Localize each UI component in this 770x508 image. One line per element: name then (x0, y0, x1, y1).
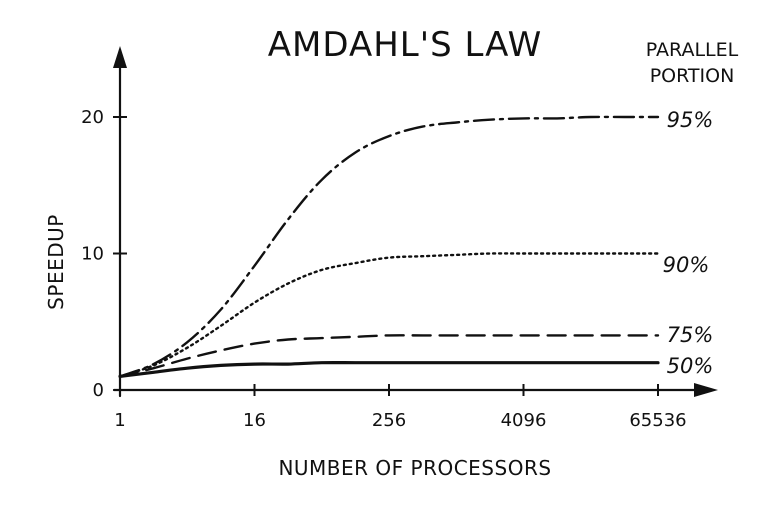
y-axis-arrow (113, 46, 127, 68)
series-line-1 (118, 252, 660, 378)
x-axis-label: NUMBER OF PROCESSORS (278, 456, 551, 480)
y-tick-label-0: 0 (93, 380, 104, 401)
legend-title-line-1: PARALLEL (646, 39, 739, 61)
x-tick-label-4: 65536 (629, 410, 686, 431)
x-tick-label-1: 16 (243, 410, 266, 431)
x-tick-label-0: 1 (114, 410, 125, 431)
legend-title-line-2: PORTION (650, 65, 735, 87)
x-tick-label-2: 256 (372, 410, 406, 431)
x-axis-arrow (694, 383, 718, 397)
y-tick-label-2: 20 (81, 107, 104, 128)
ticks: 1 16 256 4096 65536 0 10 20 (81, 107, 687, 431)
x-tick-label-3: 4096 (501, 410, 547, 431)
series-line-2 (118, 334, 660, 378)
y-axis-label: SPEEDUP (44, 214, 68, 310)
series-lines (118, 115, 660, 378)
series-label-3: 50% (667, 354, 714, 378)
y-tick-label-1: 10 (81, 244, 104, 265)
series-label-2: 75% (667, 323, 714, 347)
chart-title: AMDAHL'S LAW (268, 25, 542, 65)
series-line-3 (118, 361, 660, 378)
series-label-0: 95% (667, 108, 714, 132)
series-labels: 95% 90% 75% 50% (663, 108, 714, 378)
series-line-0 (118, 115, 660, 378)
series-label-1: 90% (663, 253, 710, 277)
axes (112, 46, 718, 398)
